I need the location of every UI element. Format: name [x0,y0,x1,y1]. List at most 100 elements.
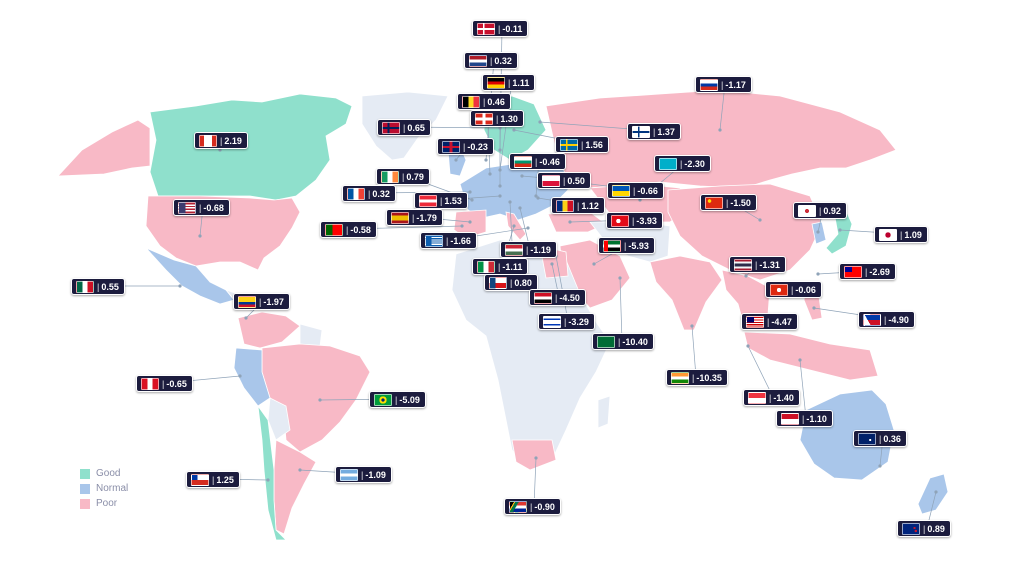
badge-value: 1.53 [444,195,462,206]
value-badge: | 2.19 [194,132,248,149]
badge-separator: | [791,284,794,295]
badge-separator: | [633,185,636,196]
value-badge: | 1.25 [186,471,240,488]
badge-separator: | [220,135,223,146]
flag-icon [381,170,399,183]
value-badge: | -0.68 [173,199,230,216]
value-badge: | 0.32 [464,52,518,69]
badge-separator: | [463,141,466,152]
badge-separator: | [581,139,584,150]
badge-value: -0.06 [795,284,816,295]
badge-value: -1.79 [416,212,437,223]
value-badge: | 0.79 [376,168,430,185]
flag-icon [858,432,876,445]
value-badge: | -2.69 [839,263,896,280]
flag-icon [199,134,217,147]
land-south-africa [511,439,557,471]
value-badge: | -1.19 [500,241,557,258]
flag-icon [340,468,358,481]
badge-separator: | [721,79,724,90]
badge-value: -1.40 [773,392,794,403]
value-badge: | -0.23 [437,138,494,155]
badge-value: -5.09 [399,394,420,405]
badge-value: 1.11 [512,77,530,88]
flag-icon [442,140,460,153]
value-badge: | -1.40 [743,389,800,406]
flag-icon [748,391,766,404]
value-badge: | 0.92 [793,202,847,219]
value-badge: | -4.90 [858,311,915,328]
value-badge: | 0.55 [71,278,125,295]
badge-separator: | [563,175,566,186]
value-badge: | -1.09 [335,466,392,483]
badge-value: -2.69 [869,266,890,277]
value-badge: | -5.09 [369,391,426,408]
flag-icon [382,121,400,134]
value-badge: | 0.32 [342,185,396,202]
badge-value: 0.55 [101,281,119,292]
flag-icon [325,223,343,236]
land-chile [257,405,287,541]
badge-separator: | [577,200,580,211]
badge-separator: | [884,314,887,325]
badge-separator: | [865,266,868,277]
legend-item-good: Good [80,466,128,481]
land-indonesia [743,331,879,381]
flag-icon [659,157,677,170]
flag-icon [374,393,392,406]
badge-value: -5.93 [628,240,649,251]
flag-icon [514,155,532,168]
value-badge: | -0.11 [472,20,529,37]
value-badge: | 0.46 [457,93,511,110]
flag-icon [469,54,487,67]
value-badge: | 0.89 [897,520,951,537]
value-badge: | -0.58 [320,221,377,238]
badge-value: -1.66 [450,235,471,246]
value-badge: | -5.93 [598,237,655,254]
value-badge: | 1.12 [551,197,605,214]
flag-icon [477,22,495,35]
badge-value: -1.50 [730,197,751,208]
badge-value: 1.37 [657,126,675,137]
badge-separator: | [726,197,729,208]
land-peru [233,347,271,407]
badge-value: 1.09 [904,229,922,240]
flag-icon [505,243,523,256]
badge-separator: | [212,474,215,485]
value-badge: | -3.29 [538,313,595,330]
flag-icon [425,234,443,247]
flag-icon [238,295,256,308]
flag-icon [597,335,615,348]
badge-separator: | [564,316,567,327]
badge-value: 0.50 [567,175,585,186]
badge-separator: | [395,394,398,405]
badge-value: -3.93 [636,215,657,226]
badge-value: -0.46 [539,156,560,167]
badge-separator: | [368,188,371,199]
badge-separator: | [923,523,926,534]
badge-value: 1.30 [500,113,518,124]
flag-icon [705,196,723,209]
badge-separator: | [555,292,558,303]
badge-separator: | [412,212,415,223]
value-badge: | -0.46 [509,153,566,170]
flag-icon [770,283,788,296]
badge-separator: | [535,156,538,167]
land-india [649,255,723,331]
value-badge: | 0.50 [537,172,591,189]
flag-icon [543,315,561,328]
badge-separator: | [510,277,513,288]
flag-icon [542,174,560,187]
legend: Good Normal Poor [80,466,128,511]
flag-icon [178,201,196,214]
flag-icon [798,204,816,217]
badge-separator: | [446,235,449,246]
badge-value: -0.11 [502,23,523,34]
flag-icon [700,78,718,91]
value-badge: | -1.50 [700,194,757,211]
leader-line [691,325,697,378]
badge-separator: | [403,122,406,133]
value-badge: | 1.53 [414,192,468,209]
badge-value: -4.47 [771,316,792,327]
badge-separator: | [819,205,822,216]
